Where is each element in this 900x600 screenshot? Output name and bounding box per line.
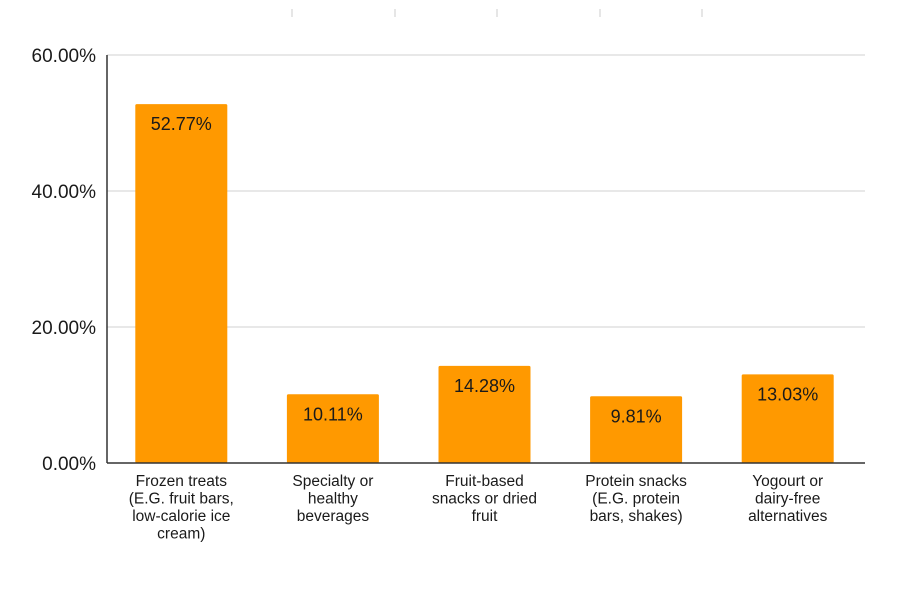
x-category-label: Frozen treats (E.G. fruit bars, low-calori… [129, 473, 234, 543]
y-tick-label: 60.00% [32, 46, 97, 67]
bar [590, 396, 683, 463]
data-label: 14.28% [454, 376, 515, 396]
bar [438, 365, 531, 463]
bar [135, 104, 228, 463]
top-tick-marks [291, 9, 703, 17]
bar [741, 374, 834, 463]
data-label: 13.03% [757, 384, 818, 404]
bars [135, 104, 834, 463]
y-tick-label: 20.00% [32, 318, 97, 339]
x-category-label: Protein snacks (E.G. protein bars, shakes) [585, 473, 687, 525]
y-tick-label: 0.00% [42, 454, 96, 475]
x-category-label: Yogourt or dairy-free alternatives [748, 473, 828, 525]
bar [286, 394, 379, 463]
data-label: 10.11% [303, 404, 363, 424]
gridlines [107, 54, 865, 328]
x-category-label: Fruit-based snacks or dried fruit [432, 473, 537, 525]
data-label: 9.81% [611, 406, 662, 426]
x-axis-category-labels: Frozen treats (E.G. fruit bars, low-calori… [129, 473, 828, 543]
data-label: 52.77% [151, 114, 212, 134]
y-axis-tick-labels: 0.00% 20.00% 40.00% 60.00% [32, 46, 97, 475]
data-labels: 52.77% 10.11% 14.28% 9.81% 13.03% [151, 114, 818, 426]
x-category-label: Specialty or healthy beverages [292, 473, 373, 525]
y-tick-label: 40.00% [32, 182, 97, 203]
